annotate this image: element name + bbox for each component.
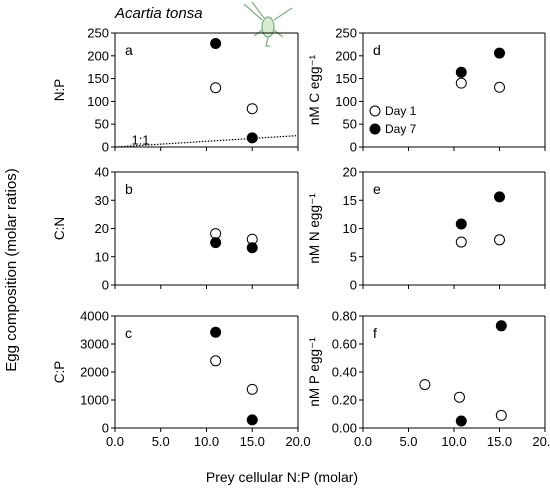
data-point-filled [246,414,258,426]
y-tick-label: 20 [95,221,109,236]
x-tick-label: 0.0 [106,434,124,449]
y-tick-label: 0.80 [332,309,357,324]
panel-label: b [125,181,133,197]
data-point-filled [494,191,505,203]
figure-x-label: Prey cellular N:P (molar) [206,469,358,485]
y-tick-label: 0.60 [332,337,357,352]
y-tick-label: 150 [335,71,357,86]
panel-d: 0 50 100 150 200 250 nM C egg⁻¹ d Day 1 Day 7 [307,26,546,155]
y-tick-label: 4000 [80,309,109,324]
panel-f: 0.00 0.20 0.40 0.60 0.80 0.0 5.0 10.0 15.0 20.0 nM… [307,309,550,450]
y-tick-label: 1000 [80,393,109,408]
data-point-filled [210,326,222,338]
data-point-filled [455,66,467,78]
panel-label: f [373,325,377,341]
panel-label: c [125,325,132,341]
y-tick-label: 5 [350,249,357,264]
y-tick-label: 100 [335,94,357,109]
x-tick-label: 20.0 [532,434,550,449]
legend-entry: Day 7 [385,122,417,136]
data-point-filled [246,242,258,254]
reference-line-label: 1:1 [131,132,149,147]
y-tick-label: 100 [87,94,109,109]
data-point-open [455,77,467,89]
y-tick-label: 50 [95,117,109,132]
data-point-open [210,355,222,367]
data-point-open [494,234,505,246]
data-point-open [210,228,222,240]
y-tick-label: 0 [102,140,109,155]
y-tick-label: 200 [87,48,109,63]
panel-y-label: C:N [52,217,67,240]
panel-y-label: N:P [52,79,67,102]
y-tick-label: 250 [87,26,109,41]
x-tick-label: 5.0 [399,434,417,449]
data-point-filled [455,218,467,230]
panel-y-label: C:P [52,361,67,384]
panel-y-label: nM P egg⁻¹ [307,337,322,407]
x-tick-label: 5.0 [152,434,170,449]
panel-a: 0 50 100 150 200 250 N:P a 1:1 [52,26,299,155]
data-point-filled [246,132,258,144]
x-tick-label: 15.0 [240,434,265,449]
y-tick-label: 0.00 [332,421,357,436]
data-point-filled [495,320,507,332]
data-point-filled [210,37,222,49]
y-tick-label: 0.20 [332,393,357,408]
data-point-open [455,236,467,248]
y-tick-label: 250 [335,26,357,41]
reference-line [114,135,299,148]
y-tick-label: 10 [95,249,109,264]
y-tick-label: 30 [95,193,109,208]
legend-entry: Day 1 [385,104,417,118]
y-tick-label: 0.40 [332,365,357,380]
legend-marker [369,105,381,117]
legend: Day 1 Day 7 [369,104,417,136]
figure-title: Acartia tonsa [114,5,203,22]
data-point-open [210,82,222,94]
data-point-filled [455,415,467,427]
data-point-open [495,409,507,421]
y-tick-label: 150 [87,71,109,86]
panel-label: a [125,42,133,58]
x-tick-label: 0.0 [354,434,372,449]
panel-e: 0 5 10 15 20 nM N egg⁻¹ e [307,165,546,293]
y-tick-label: 3000 [80,337,109,352]
panel-b: 0 10 20 30 40 C:N b [52,165,299,293]
y-tick-label: 15 [343,193,357,208]
figure-y-label: Egg composition (molar ratios) [3,168,20,371]
data-point-open [494,81,505,93]
panel-y-label: nM N egg⁻¹ [307,193,322,264]
data-point-filled [494,47,505,59]
data-point-filled [210,237,222,249]
y-tick-label: 0 [102,421,109,436]
y-tick-label: 40 [95,165,109,180]
x-tick-label: 10.0 [194,434,219,449]
y-tick-label: 50 [343,117,357,132]
y-tick-label: 2000 [80,365,109,380]
copepod-icon [243,1,293,47]
y-tick-label: 0 [350,278,357,293]
y-tick-label: 20 [343,165,357,180]
panel-c: 0 1000 2000 3000 4000 0.0 5.0 10.0 15.0 20.0 C:P c [52,309,311,450]
x-tick-label: 15.0 [487,434,512,449]
legend-marker [369,123,381,135]
x-tick-label: 20.0 [285,434,310,449]
panel-label: e [373,181,381,197]
y-tick-label: 0 [350,140,357,155]
data-point-open [246,103,258,115]
data-point-open [453,391,465,403]
y-tick-label: 10 [343,221,357,236]
x-tick-label: 10.0 [441,434,466,449]
data-point-open [246,383,258,395]
data-point-open [419,379,431,391]
y-tick-label: 200 [335,48,357,63]
panel-y-label: nM C egg⁻¹ [307,54,322,125]
y-tick-label: 0 [102,278,109,293]
panel-label: d [373,42,381,58]
